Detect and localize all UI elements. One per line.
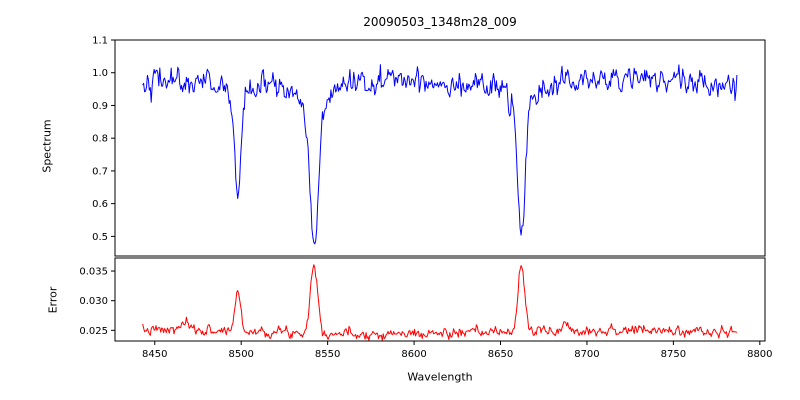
y-tick-label: 0.8: [92, 134, 108, 145]
wavelength-axis-label: Wavelength: [407, 370, 473, 384]
y-tick-label: 1.1: [92, 36, 108, 47]
x-tick-label: 8800: [747, 349, 772, 360]
y-tick-label: 0.5: [92, 232, 108, 243]
chart-title: 20090503_1348m28_009: [363, 15, 517, 29]
x-tick-label: 8450: [142, 349, 167, 360]
y-tick-label: 0.7: [92, 166, 108, 177]
x-tick-label: 8500: [228, 349, 253, 360]
spectrum-line: [142, 64, 738, 245]
x-tick-label: 8750: [661, 349, 686, 360]
y-tick-label: 1.0: [92, 68, 108, 79]
x-tick-label: 8650: [488, 349, 513, 360]
x-tick-label: 8600: [401, 349, 426, 360]
y-tick-label: 0.035: [79, 267, 108, 278]
y-tick-label: 0.025: [79, 326, 108, 337]
x-tick-label: 8550: [315, 349, 340, 360]
error-line: [142, 264, 738, 341]
y-tick-label: 0.030: [79, 296, 108, 307]
y-tick-label: 0.9: [92, 101, 108, 112]
spectrum-axes-frame: [114, 39, 766, 257]
error-axes-frame: [114, 257, 766, 342]
spectrum-axis-label: Spectrum: [40, 119, 54, 173]
error-axis-label: Error: [46, 286, 60, 314]
x-tick-label: 8700: [574, 349, 599, 360]
y-tick-label: 0.6: [92, 199, 108, 210]
